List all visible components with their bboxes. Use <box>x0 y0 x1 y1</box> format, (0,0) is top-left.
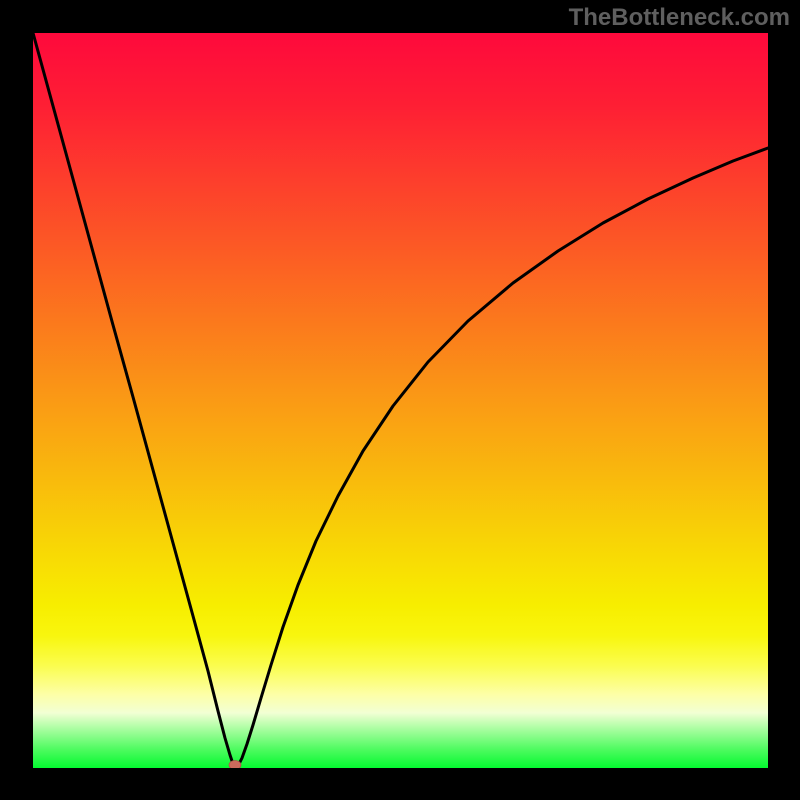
watermark-label: TheBottleneck.com <box>569 4 790 32</box>
chart-svg <box>33 33 768 768</box>
plot-area <box>33 33 768 768</box>
chart-frame: TheBottleneck.com <box>0 0 800 800</box>
gradient-background <box>33 33 768 768</box>
minimum-marker <box>229 761 241 769</box>
